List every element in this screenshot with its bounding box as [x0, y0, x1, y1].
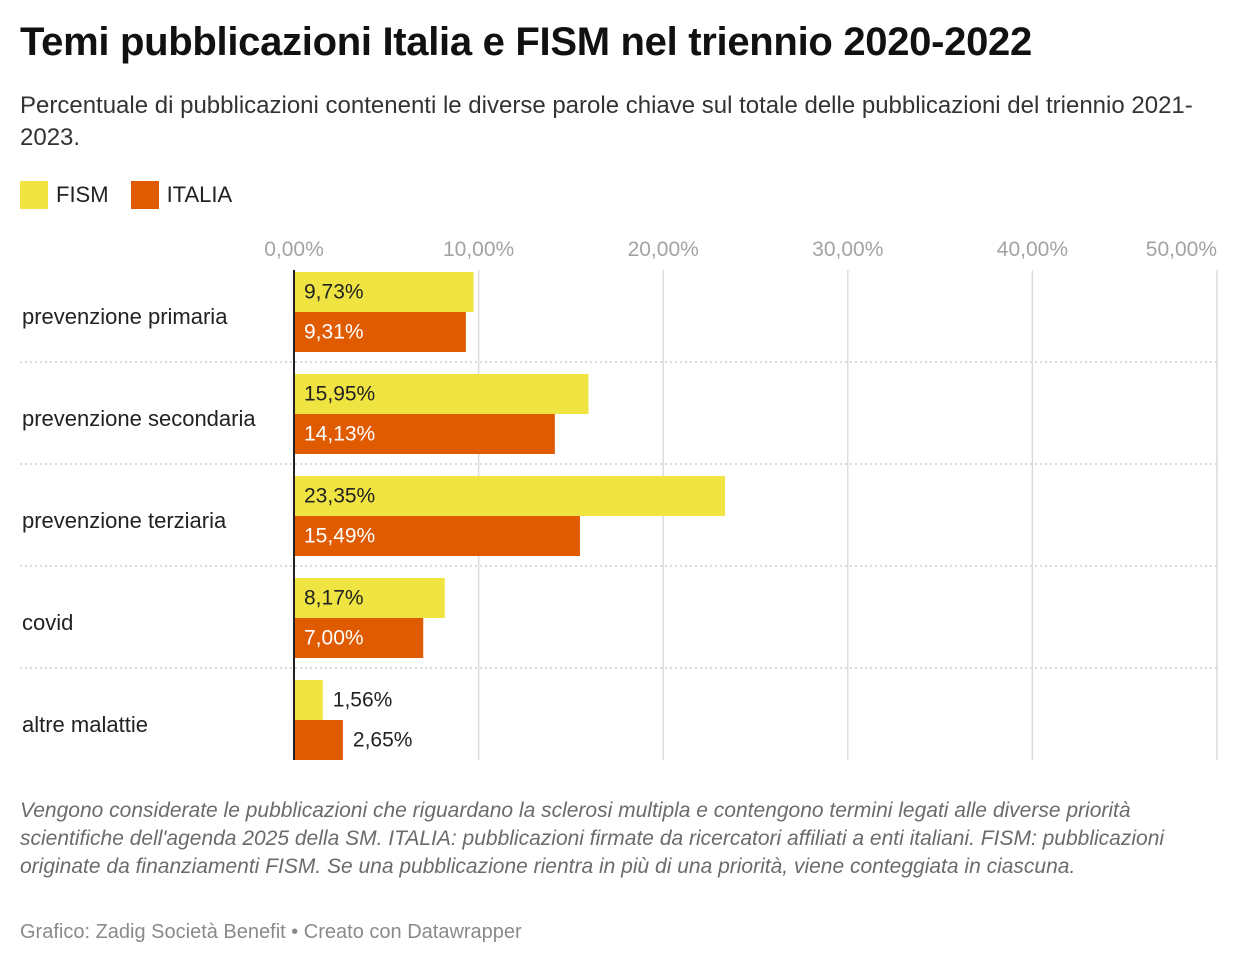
bar-italia-prevenzione-primaria: [294, 312, 466, 352]
category-label-prevenzione-terziaria: prevenzione terziaria: [22, 508, 227, 533]
data-label-italia-prevenzione-secondaria: 14,13%: [304, 423, 375, 446]
data-label-fism-prevenzione-terziaria: 23,35%: [304, 485, 375, 508]
chart-notes: Vengono considerate le pubblicazioni che…: [20, 799, 1165, 878]
bar-fism-altre-malattie: [294, 680, 323, 720]
x-tick-label: 30,00%: [812, 238, 883, 261]
data-label-fism-prevenzione-primaria: 9,73%: [304, 281, 364, 304]
legend-label-italia: ITALIA: [166, 182, 233, 207]
category-label-altre-malattie: altre malattie: [22, 712, 148, 737]
data-label-italia-prevenzione-primaria: 9,31%: [304, 321, 364, 344]
chart-legend: FISM ITALIA: [20, 180, 254, 210]
bar-italia-altre-malattie: [294, 720, 343, 760]
bar-italia-covid: [294, 618, 424, 658]
x-tick-label: 50,00%: [1146, 238, 1217, 261]
legend-item-fism: FISM: [20, 181, 109, 209]
data-label-fism-altre-malattie: 1,56%: [333, 689, 393, 712]
bar-italia-prevenzione-terziaria: [294, 516, 580, 556]
bar-fism-covid: [294, 578, 445, 618]
chart-subtitle: Percentuale di pubblicazioni contenenti …: [20, 92, 1193, 151]
chart-title: Temi pubblicazioni Italia e FISM nel tri…: [20, 20, 1032, 64]
data-label-fism-prevenzione-secondaria: 15,95%: [304, 383, 375, 406]
x-tick-label: 40,00%: [997, 238, 1068, 261]
x-tick-label: 0,00%: [264, 238, 324, 261]
bar-italia-prevenzione-secondaria: [294, 414, 555, 454]
x-tick-label: 20,00%: [628, 238, 699, 261]
category-label-prevenzione-primaria: prevenzione primaria: [22, 304, 228, 329]
bar-fism-prevenzione-primaria: [294, 272, 474, 312]
legend-label-fism: FISM: [56, 182, 109, 207]
chart-credit: Grafico: Zadig Società Benefit • Creato …: [20, 921, 522, 943]
legend-item-italia: ITALIA: [130, 181, 233, 209]
data-label-italia-covid: 7,00%: [304, 627, 364, 650]
bar-fism-prevenzione-terziaria: [294, 476, 726, 516]
legend-swatch-italia: [130, 181, 159, 209]
x-tick-label: 10,00%: [443, 238, 514, 261]
legend-swatch-fism: [20, 181, 48, 209]
data-label-italia-prevenzione-terziaria: 15,49%: [304, 525, 375, 548]
category-label-covid: covid: [22, 610, 73, 635]
data-label-fism-covid: 8,17%: [304, 587, 364, 610]
data-label-italia-altre-malattie: 2,65%: [353, 729, 413, 752]
category-label-prevenzione-secondaria: prevenzione secondaria: [22, 406, 256, 431]
bar-chart: 0,00% 10,00% 20,00% 30,00% 40,00% 50,00% preve…: [20, 238, 1218, 760]
bar-fism-prevenzione-secondaria: [294, 374, 589, 414]
